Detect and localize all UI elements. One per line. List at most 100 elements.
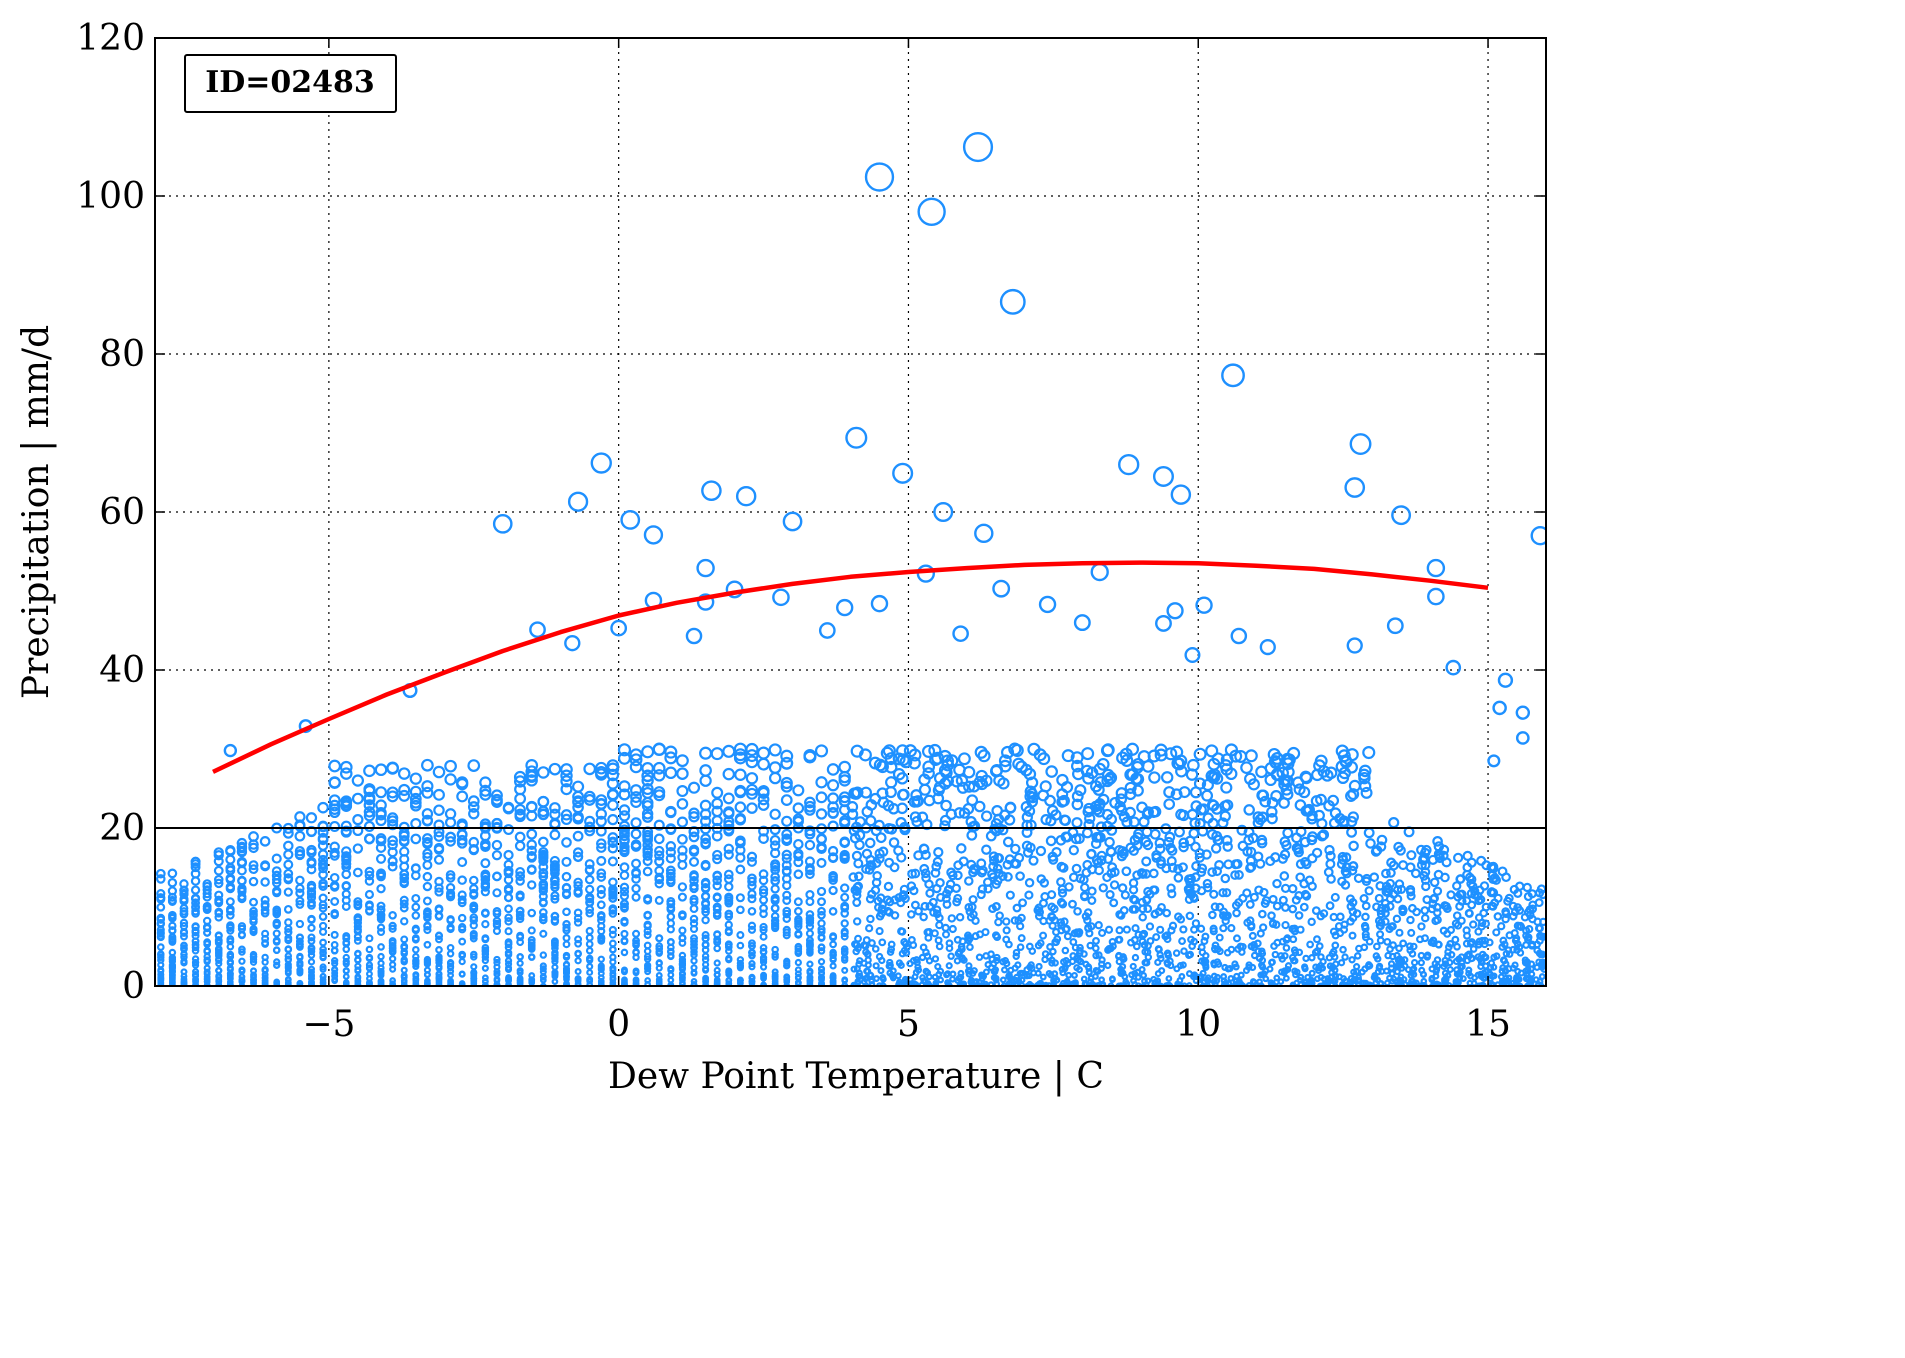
scatter-point: [619, 870, 630, 881]
scatter-point: [1193, 747, 1207, 761]
scatter-point: [910, 789, 923, 802]
scatter-point: [951, 883, 961, 893]
scatter-point: [329, 872, 340, 883]
scatter-point: [1502, 950, 1511, 958]
scatter-point: [272, 929, 281, 938]
scatter-point: [363, 810, 376, 822]
scatter-point: [585, 908, 595, 918]
scatter-point: [342, 953, 350, 962]
scatter-point: [1255, 954, 1264, 962]
scatter-point: [481, 908, 490, 918]
scatter-point: [665, 853, 676, 864]
scatter-point: [1361, 933, 1370, 942]
scatter-point: [1381, 868, 1391, 879]
scatter-point: [967, 976, 975, 984]
scatter-point: [1530, 526, 1546, 546]
scatter-point: [1163, 836, 1174, 848]
scatter-point: [933, 502, 954, 523]
scatter-point: [203, 922, 212, 932]
scatter-point: [700, 859, 711, 870]
scatter-point: [1002, 917, 1011, 926]
scatter-point: [1406, 915, 1415, 925]
scatter-point: [1372, 979, 1380, 986]
scatter-point: [1308, 969, 1316, 977]
scatter-point: [1426, 558, 1446, 578]
scatter-point: [828, 907, 838, 916]
scatter-point: [757, 786, 770, 799]
scatter-point: [884, 760, 898, 774]
scatter-point: [1384, 951, 1392, 960]
scatter-point: [780, 794, 793, 807]
scatter-point: [584, 864, 595, 875]
scatter-point: [896, 772, 909, 785]
scatter-point: [363, 785, 376, 798]
scatter-point: [608, 886, 618, 896]
scatter-point: [653, 769, 666, 782]
scatter-point: [1096, 757, 1110, 771]
scatter-point: [925, 888, 935, 898]
scatter-point: [261, 929, 270, 938]
scatter-point: [1386, 857, 1397, 868]
scatter-point: [690, 957, 698, 965]
scatter-point: [928, 743, 942, 758]
scatter-point: [921, 819, 933, 831]
scatter-point: [399, 903, 409, 913]
scatter-point: [940, 766, 953, 779]
scatter-point: [1421, 881, 1431, 892]
scatter-point: [1222, 888, 1232, 898]
scatter-point: [1166, 602, 1184, 620]
scatter-point: [1039, 898, 1048, 908]
scatter-point: [1477, 962, 1485, 971]
scatter-point: [236, 841, 248, 853]
scatter-point: [447, 971, 455, 979]
scatter-point: [1063, 932, 1072, 941]
scatter-point: [701, 915, 710, 925]
scatter-point: [238, 945, 246, 954]
scatter-point: [1058, 794, 1070, 807]
scatter-point: [617, 743, 632, 757]
scatter-point: [1465, 966, 1473, 974]
scatter-point: [1248, 931, 1257, 940]
scatter-point: [273, 958, 281, 966]
scatter-point: [272, 905, 282, 915]
scatter-point: [1453, 892, 1463, 902]
scatter-point: [539, 965, 547, 973]
scatter-point: [889, 974, 897, 982]
scatter-point: [804, 796, 816, 809]
scatter-point: [997, 777, 1010, 790]
scatter-point: [1207, 867, 1218, 877]
scatter-point: [1406, 946, 1414, 954]
scatter-point: [924, 933, 933, 942]
scatter-point: [914, 966, 923, 974]
scatter-point: [827, 801, 839, 813]
scatter-point: [572, 780, 585, 793]
scatter-point: [940, 799, 952, 812]
scatter-point: [1245, 900, 1255, 909]
scatter-point: [410, 863, 421, 874]
scatter-point: [249, 958, 258, 966]
scatter-point: [1122, 925, 1131, 934]
scatter-point: [562, 923, 571, 932]
scatter-point: [399, 878, 409, 889]
scatter-point: [1386, 974, 1393, 982]
scatter-point: [249, 955, 258, 964]
scatter-point: [1298, 786, 1311, 799]
scatter-point: [1175, 764, 1188, 778]
scatter-point: [306, 856, 317, 867]
scatter-point: [806, 960, 814, 968]
scatter-point: [1242, 888, 1252, 898]
scatter-point: [423, 940, 432, 949]
scatter-point: [352, 843, 364, 854]
scatter-point: [1264, 773, 1277, 787]
scatter-point: [1359, 894, 1369, 904]
scatter-point: [1487, 754, 1501, 768]
scatter-point: [990, 960, 998, 968]
scatter-point: [399, 869, 410, 880]
scatter-point: [854, 934, 862, 943]
scatter-point: [514, 831, 526, 843]
scatter-point: [817, 910, 826, 920]
scatter-point: [190, 862, 201, 873]
scatter-point: [1100, 743, 1115, 758]
scatter-point: [1391, 505, 1412, 526]
scatter-point: [1376, 921, 1385, 931]
